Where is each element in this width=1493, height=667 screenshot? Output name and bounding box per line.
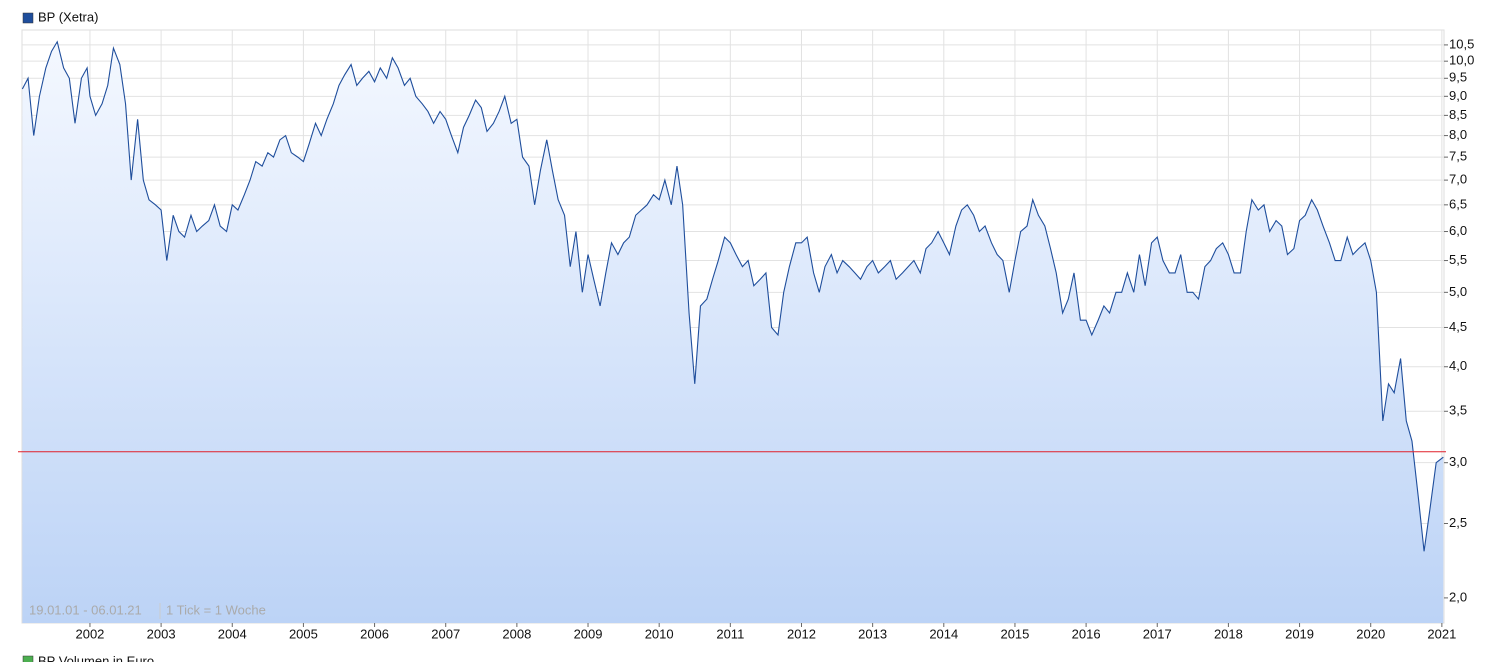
y-tick-label: 9,0: [1449, 88, 1467, 103]
y-tick-label: 7,0: [1449, 172, 1467, 187]
x-tick-label: 2003: [147, 626, 176, 641]
y-tick-label: 4,0: [1449, 358, 1467, 373]
x-tick-label: 2020: [1356, 626, 1385, 641]
y-tick-label: 9,5: [1449, 70, 1467, 85]
x-tick-label: 2017: [1143, 626, 1172, 641]
y-tick-label: 8,0: [1449, 127, 1467, 142]
y-tick-label: 8,5: [1449, 107, 1467, 122]
y-tick-label: 3,5: [1449, 403, 1467, 418]
area: [22, 41, 1444, 623]
tick-note: 1 Tick = 1 Woche: [166, 602, 266, 617]
y-tick-label: 10,0: [1449, 53, 1474, 68]
x-tick-label: 2021: [1427, 626, 1456, 641]
volume-legend-swatch: [22, 655, 34, 667]
x-tick-label: 2005: [289, 626, 318, 641]
x-tick-label: 2010: [645, 626, 674, 641]
y-tick-label: 2,5: [1449, 515, 1467, 530]
y-tick-label: 10,5: [1449, 36, 1474, 51]
x-tick-label: 2019: [1285, 626, 1314, 641]
y-tick-label: 6,5: [1449, 196, 1467, 211]
x-tick-label: 2004: [218, 626, 247, 641]
x-tick-label: 2016: [1072, 626, 1101, 641]
line: [21, 40, 1444, 552]
x-tick-label: 2018: [1214, 626, 1243, 641]
x-tick-label: 2014: [929, 626, 958, 641]
x-tick-label: 2012: [787, 626, 816, 641]
y-tick-label: 4,5: [1449, 319, 1467, 334]
range-label: 19.01.01 - 06.01.21: [29, 602, 142, 617]
x-tick-label: 2011: [716, 626, 744, 641]
x-tick-label: 2006: [360, 626, 389, 641]
y-tick-label: 5,0: [1449, 284, 1467, 299]
x-tick-label: 2013: [858, 626, 887, 641]
y-tick-label: 3,0: [1449, 454, 1467, 469]
legend-label: BP (Xetra): [38, 9, 98, 24]
legend-swatch: [22, 12, 34, 24]
y-tick-label: 5,5: [1449, 252, 1467, 267]
y-tick-label: 7,5: [1449, 149, 1467, 164]
y-tick-label: 6,0: [1449, 223, 1467, 238]
x-tick-label: 2008: [502, 626, 531, 641]
x-tick-label: 2007: [431, 626, 460, 641]
volume-legend-label: BP Volumen in Euro: [38, 653, 154, 662]
x-tick-label: 2015: [1000, 626, 1029, 641]
y-tick-label: 2,0: [1449, 589, 1467, 604]
x-tick-label: 2002: [75, 626, 104, 641]
x-tick-label: 2009: [574, 626, 603, 641]
